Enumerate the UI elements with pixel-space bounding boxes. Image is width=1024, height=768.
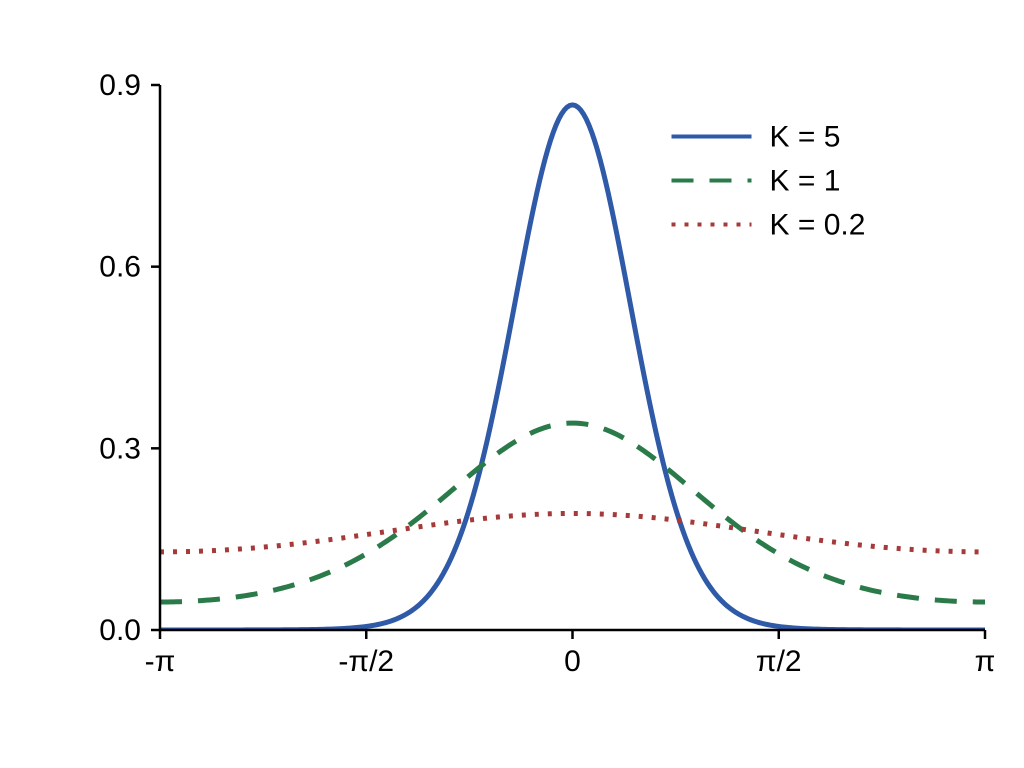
x-tick-label-4: π <box>975 645 996 678</box>
x-tick-label-1: -π/2 <box>338 645 394 678</box>
x-tick-label-2: 0 <box>564 645 581 678</box>
chart-container: -π -π/2 0 π/2 π 0.0 0.3 0.6 0.9 K = 5 K = 1 K = 0.2 <box>0 0 1024 768</box>
x-tick-label-3: π/2 <box>756 645 802 678</box>
von-mises-chart: -π -π/2 0 π/2 π 0.0 0.3 0.6 0.9 K = 5 K = 1 K = 0.2 <box>0 0 1024 768</box>
legend-label-2: K = 0.2 <box>770 208 866 241</box>
y-tick-label-3: 0.9 <box>99 69 141 102</box>
legend-label-0: K = 5 <box>770 120 841 153</box>
y-tick-label-1: 0.3 <box>99 432 141 465</box>
legend-label-1: K = 1 <box>770 164 841 197</box>
x-tick-label-0: -π <box>145 645 176 678</box>
y-tick-label-0: 0.0 <box>99 614 141 647</box>
y-tick-label-2: 0.6 <box>99 251 141 284</box>
